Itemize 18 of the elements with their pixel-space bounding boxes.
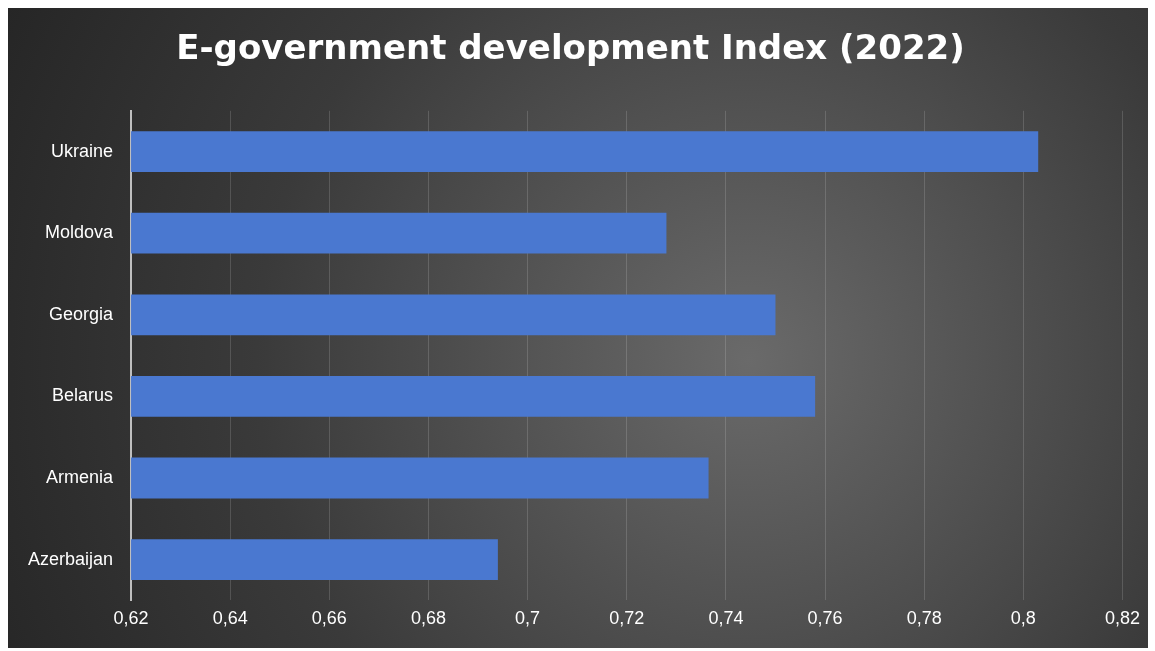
x-tick-label: 0,7 — [515, 608, 541, 629]
x-tick-label: 0,68 — [410, 608, 446, 629]
y-tick-label: Armenia — [46, 466, 115, 487]
y-tick-label: Belarus — [52, 385, 114, 406]
x-tick-label: 0,78 — [906, 608, 942, 629]
x-tick-label: 0,82 — [1104, 608, 1141, 629]
x-tick-label: 0,74 — [708, 608, 744, 629]
y-tick-label: Ukraine — [51, 140, 114, 161]
x-tick-label: 0,62 — [113, 608, 149, 629]
x-tick-label: 0,8 — [1010, 608, 1036, 629]
chart-title: E-government development Index (2022) — [176, 27, 965, 68]
x-tick-label: 0,66 — [311, 608, 347, 629]
y-tick-label: Moldova — [45, 222, 115, 243]
x-tick-label: 0,72 — [609, 608, 645, 629]
y-tick-label: Azerbaijan — [27, 548, 114, 569]
x-tick-label: 0,76 — [807, 608, 843, 629]
y-tick-label: Georgia — [49, 303, 115, 324]
x-tick-label: 0,64 — [212, 608, 248, 629]
